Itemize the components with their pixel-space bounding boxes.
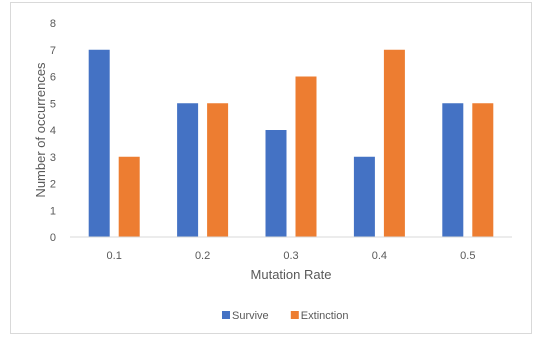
y-tick-label: 0 bbox=[50, 232, 56, 244]
y-tick-label: 8 bbox=[50, 18, 56, 30]
y-tick-label: 4 bbox=[50, 125, 56, 137]
legend-label-survive: Survive bbox=[232, 310, 269, 322]
bar-extinction-0.4 bbox=[383, 49, 405, 237]
bar-survive-0.1 bbox=[88, 49, 110, 237]
y-tick-label: 1 bbox=[50, 205, 56, 217]
legend: Survive Extinction bbox=[222, 310, 349, 322]
y-tick-label: 5 bbox=[50, 98, 56, 110]
bar-extinction-0.2 bbox=[207, 103, 229, 237]
bar-survive-0.2 bbox=[177, 103, 199, 237]
y-tick-label: 2 bbox=[50, 179, 56, 191]
y-tick-label: 3 bbox=[50, 152, 56, 164]
bar-survive-0.4 bbox=[353, 156, 375, 237]
bar-survive-0.5 bbox=[442, 103, 464, 237]
y-axis-ticks: 0 1 2 3 4 5 6 7 8 bbox=[50, 18, 56, 244]
bar-extinction-0.1 bbox=[118, 156, 140, 237]
bar-extinction-0.5 bbox=[472, 103, 494, 237]
bars bbox=[88, 49, 494, 237]
y-tick-label: 6 bbox=[50, 72, 56, 84]
x-tick-label: 0.3 bbox=[283, 250, 298, 262]
x-tick-label: 0.1 bbox=[107, 250, 122, 262]
x-tick-label: 0.4 bbox=[372, 250, 387, 262]
bar-survive-0.3 bbox=[265, 130, 287, 237]
x-axis-ticks: 0.1 0.2 0.3 0.4 0.5 bbox=[107, 250, 476, 262]
y-axis-title: Number of occurrences bbox=[33, 62, 48, 198]
bar-extinction-0.3 bbox=[295, 76, 317, 237]
y-tick-label: 7 bbox=[50, 45, 56, 57]
x-axis-title: Mutation Rate bbox=[251, 267, 332, 282]
legend-swatch-extinction bbox=[290, 311, 299, 319]
x-tick-label: 0.5 bbox=[460, 250, 475, 262]
x-tick-label: 0.2 bbox=[195, 250, 210, 262]
legend-swatch-survive bbox=[222, 311, 230, 319]
legend-label-extinction: Extinction bbox=[301, 310, 349, 322]
